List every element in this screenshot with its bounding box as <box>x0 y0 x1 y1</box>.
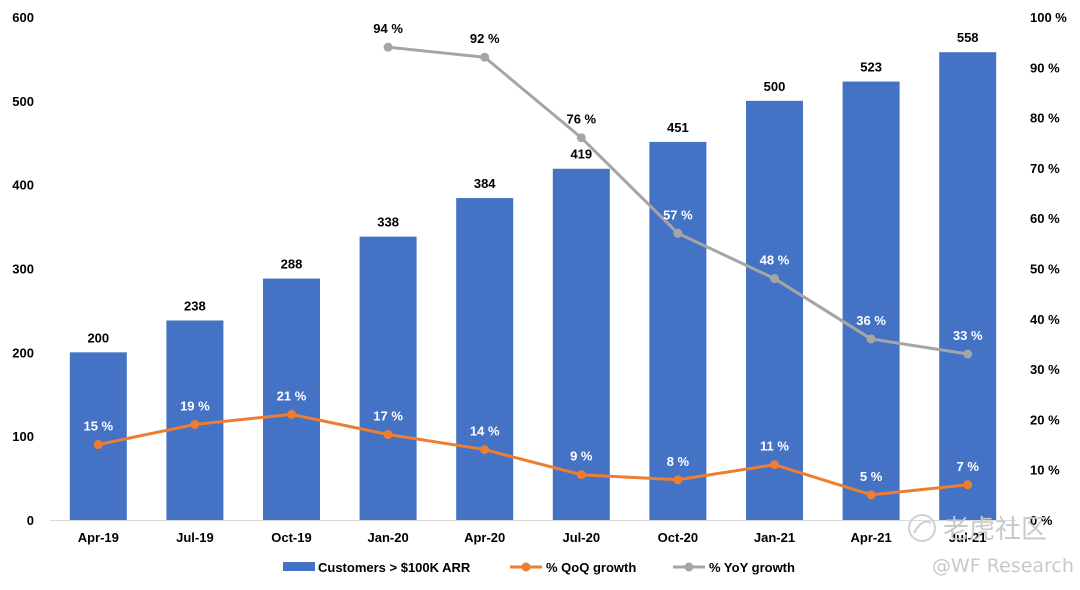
yoy-growth-point <box>866 334 876 344</box>
bar-value-label: 451 <box>667 120 689 135</box>
y-right-tick-label: 30 % <box>1030 362 1060 377</box>
yoy-growth-label: 48 % <box>760 253 790 268</box>
yoy-growth-point <box>383 42 393 52</box>
x-tick-label: Jan-20 <box>367 530 408 545</box>
yoy-growth-label: 94 % <box>373 21 403 36</box>
qoq-growth-label: 9 % <box>570 449 593 464</box>
bar <box>746 100 803 520</box>
y-left-tick-label: 500 <box>12 94 34 109</box>
bar <box>939 52 997 521</box>
bar-value-label: 523 <box>860 60 882 75</box>
x-tick-label: Jul-19 <box>176 530 214 545</box>
bars-layer <box>69 52 997 521</box>
qoq-growth-label: 15 % <box>83 419 113 434</box>
legend: Customers > $100K ARR % QoQ growth % YoY… <box>283 560 795 575</box>
qoq-growth-point <box>480 445 490 455</box>
x-tick-label: Jul-20 <box>563 530 601 545</box>
qoq-growth-label: 21 % <box>277 388 307 403</box>
watermark-logo-icon <box>908 514 936 542</box>
yoy-growth-point <box>480 52 490 62</box>
bar-value-label: 338 <box>377 215 399 230</box>
x-tick-label: Oct-19 <box>271 530 311 545</box>
yoy-growth-label: 36 % <box>856 313 886 328</box>
y-left-tick-label: 600 <box>12 10 34 25</box>
y-right-tick-label: 10 % <box>1030 463 1060 478</box>
qoq-growth-point <box>287 409 296 419</box>
labels-layer: 200 238 288 338 384 419 451 500 523 558 15 % 19 % 21… <box>83 21 982 484</box>
watermark-logo-mark <box>913 520 932 534</box>
qoq-growth-label: 5 % <box>860 469 883 484</box>
bar <box>649 141 707 520</box>
bar-value-label: 288 <box>281 257 303 272</box>
qoq-growth-point <box>866 490 876 500</box>
x-tick-label: Jan-21 <box>754 530 795 545</box>
x-tick-label: Apr-21 <box>851 530 892 545</box>
yoy-growth-point <box>673 228 683 238</box>
qoq-growth-point <box>673 475 683 485</box>
legend-label-yoy: % YoY growth <box>709 560 795 575</box>
qoq-growth-label: 14 % <box>470 424 500 439</box>
qoq-growth-point <box>770 460 779 470</box>
y-right-tick-label: 50 % <box>1030 262 1060 277</box>
qoq-growth-point <box>963 480 973 490</box>
bar <box>552 168 610 520</box>
bar <box>359 236 417 521</box>
bar-value-label: 419 <box>570 147 592 162</box>
bar-value-label: 558 <box>957 30 979 45</box>
x-tick-label: Jul-21 <box>949 530 987 545</box>
y-right-tick-label: 90 % <box>1030 60 1060 75</box>
bar-value-label: 200 <box>87 330 109 345</box>
yoy-growth-point <box>963 349 973 359</box>
y-right-tick-label: 60 % <box>1030 211 1060 226</box>
legend-label-qoq: % QoQ growth <box>546 560 636 575</box>
x-tick-label: Apr-19 <box>78 530 119 545</box>
watermark-sub-text: @WF Research <box>932 555 1074 577</box>
bar-value-label: 238 <box>184 298 206 313</box>
yoy-growth-label: 92 % <box>470 31 500 46</box>
qoq-growth-label: 8 % <box>667 454 690 469</box>
qoq-growth-label: 11 % <box>760 439 789 454</box>
y-left-tick-label: 0 <box>27 513 34 528</box>
y-right-tick-label: 70 % <box>1030 161 1060 176</box>
y-right-tick-label: 0 % <box>1030 513 1053 528</box>
bar-value-label: 384 <box>474 176 496 191</box>
legend-swatch-yoy-marker <box>684 562 694 572</box>
y-right-tick-label: 100 % <box>1030 10 1067 25</box>
y-right-tick-label: 20 % <box>1030 412 1060 427</box>
yoy-growth-point <box>770 274 779 284</box>
qoq-growth-point <box>383 429 393 439</box>
qoq-growth-label: 19 % <box>180 398 210 413</box>
x-tick-label: Apr-20 <box>464 530 505 545</box>
yoy-growth-label: 33 % <box>953 328 983 343</box>
yoy-growth-label: 57 % <box>663 207 693 222</box>
axis-layer: 0 100 200 300 400 500 600 0 % 10 % 20 % 30 % 40 % 50… <box>12 10 1067 545</box>
qoq-growth-point <box>576 470 586 480</box>
yoy-growth-point <box>576 133 586 143</box>
legend-swatch-bars <box>283 562 315 571</box>
y-left-tick-label: 400 <box>12 178 34 193</box>
qoq-growth-line <box>97 412 968 497</box>
y-right-tick-label: 40 % <box>1030 312 1060 327</box>
bar <box>842 81 900 520</box>
x-tick-label: Oct-20 <box>658 530 698 545</box>
qoq-growth-label: 17 % <box>373 408 403 423</box>
watermark: 老虎社区 @WF Research <box>908 514 1074 577</box>
bar <box>69 352 127 520</box>
y-right-tick-label: 80 % <box>1030 111 1060 126</box>
bar-value-label: 500 <box>764 79 786 94</box>
yoy-growth-label: 76 % <box>566 112 596 127</box>
legend-swatch-qoq-marker <box>521 562 531 572</box>
lines-layer <box>93 42 973 500</box>
qoq-growth-label: 7 % <box>956 459 979 474</box>
bar <box>263 278 320 520</box>
qoq-growth-point <box>93 440 103 450</box>
legend-label-bars: Customers > $100K ARR <box>318 560 471 575</box>
y-left-tick-label: 100 <box>12 429 34 444</box>
y-left-tick-label: 300 <box>12 262 34 277</box>
watermark-logo-text: 老虎社区 <box>943 515 1047 545</box>
qoq-growth-point <box>190 419 200 429</box>
y-left-tick-label: 200 <box>12 345 34 360</box>
bar <box>456 198 514 520</box>
